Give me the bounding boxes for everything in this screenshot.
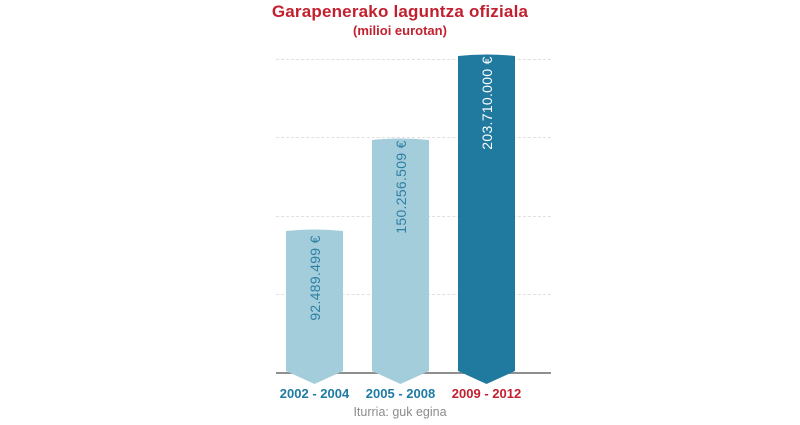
category-label: 2009 - 2012: [451, 386, 522, 401]
gridline: [276, 137, 551, 138]
chart-title: Garapenerako laguntza ofiziala: [271, 2, 529, 21]
bar-value-label: 92.489.499 €: [306, 235, 323, 321]
gridline: [276, 59, 551, 60]
bar: [286, 229, 343, 384]
category-label: 2002 - 2004: [279, 386, 350, 401]
bar-value-label: 150.256.509 €: [392, 140, 409, 234]
chart-subtitle: (milioi eurotan): [353, 23, 447, 38]
bar-value-label: 203.710.000 €: [478, 56, 495, 150]
bar: [458, 54, 515, 384]
category-label: 2005 - 2008: [365, 386, 436, 401]
source-note: Iturria: guk egina: [353, 405, 447, 419]
bar: [372, 138, 429, 384]
